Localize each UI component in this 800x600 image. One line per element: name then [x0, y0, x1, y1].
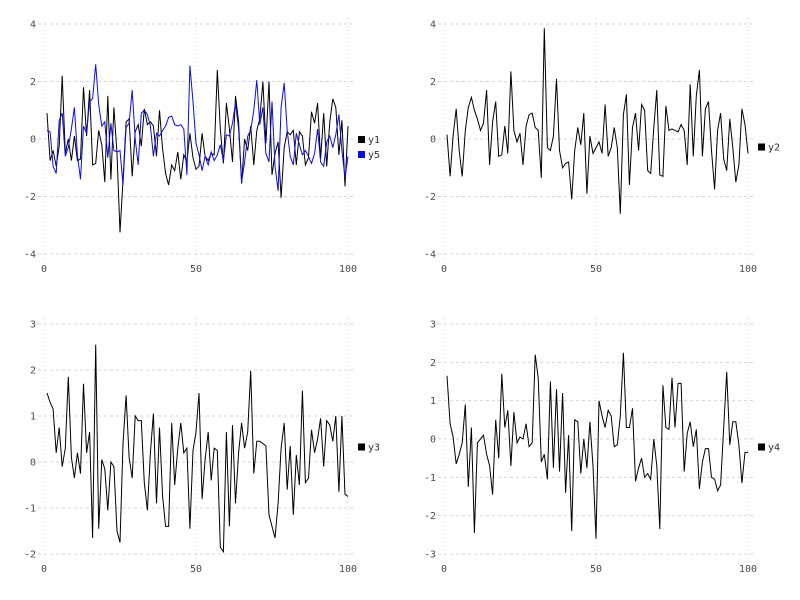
x-tick-label: 50 — [590, 264, 602, 275]
x-tick-label: 50 — [590, 564, 602, 575]
y-tick-label: 0 — [430, 135, 436, 146]
y-tick-label: -2 — [24, 192, 36, 203]
series-line-y1 — [46, 69, 349, 233]
series-line-y4 — [446, 352, 748, 539]
legend-swatch-y4 — [758, 443, 765, 451]
series-line-y5 — [46, 64, 349, 191]
chart-y1-y5: -4 -2 0 2 4 0 50 100 y1 y5 — [0, 0, 400, 300]
y-tick-label: 0 — [30, 458, 36, 469]
y-tick-label: -2 — [424, 511, 436, 522]
legend-label-y4: y4 — [768, 443, 780, 454]
y-tick-label: -4 — [24, 250, 36, 261]
chart-y2: -4 -2 0 2 4 0 50 100 y2 — [400, 0, 800, 300]
chart-y4: -3 -2 -1 0 1 2 3 0 50 100 y4 — [400, 300, 800, 600]
y-tick-label: 3 — [30, 320, 36, 331]
y-tick-label: -2 — [24, 550, 36, 561]
x-tick-label: 50 — [190, 564, 202, 575]
legend-swatch-y5 — [358, 151, 365, 158]
y-tick-label: -2 — [424, 192, 436, 203]
series-line-y3 — [46, 344, 349, 554]
x-tick-label: 0 — [441, 264, 447, 275]
y-tick-label: -3 — [424, 550, 436, 561]
y-tick-label: 4 — [430, 20, 436, 31]
legend-swatch-y2 — [758, 143, 765, 151]
y-tick-label: 3 — [430, 320, 436, 331]
y-tick-label: 1 — [430, 396, 436, 407]
chart-svg-y3: -2 -1 0 1 2 3 0 50 100 y3 — [24, 318, 380, 575]
y-tick-label: -4 — [424, 250, 436, 261]
y-tick-label: -1 — [24, 504, 36, 515]
chart-svg-y4: -3 -2 -1 0 1 2 3 0 50 100 y4 — [424, 318, 780, 575]
legend-swatch-y3 — [358, 443, 365, 451]
x-tick-label: 100 — [339, 264, 357, 275]
legend-label-y5: y5 — [368, 150, 380, 161]
series-line-y2 — [446, 28, 749, 214]
y-tick-label: 4 — [30, 20, 36, 31]
legend-label-y1: y1 — [368, 135, 380, 146]
y-tick-label: 1 — [30, 412, 36, 423]
legend-swatch-y1 — [358, 136, 365, 143]
y-tick-label: 2 — [30, 77, 36, 88]
x-tick-label: 0 — [41, 264, 47, 275]
x-tick-label: 0 — [41, 564, 47, 575]
x-tick-label: 100 — [739, 264, 757, 275]
x-tick-label: 0 — [441, 564, 447, 575]
x-tick-label: 50 — [190, 264, 202, 275]
y-tick-label: 2 — [430, 358, 436, 369]
legend-label-y3: y3 — [368, 443, 380, 454]
y-tick-label: 2 — [430, 77, 436, 88]
y-tick-label: 0 — [430, 435, 436, 446]
chart-y3: -2 -1 0 1 2 3 0 50 100 y3 — [0, 300, 400, 600]
y-tick-label: 0 — [30, 135, 36, 146]
x-tick-label: 100 — [339, 564, 357, 575]
legend-label-y2: y2 — [768, 143, 780, 154]
chart-svg-y2: -4 -2 0 2 4 0 50 100 y2 — [424, 18, 780, 275]
y-tick-label: -1 — [424, 473, 436, 484]
x-tick-label: 100 — [739, 564, 757, 575]
chart-svg-y1-y5: -4 -2 0 2 4 0 50 100 y1 y5 — [24, 18, 380, 275]
y-tick-label: 2 — [30, 366, 36, 377]
